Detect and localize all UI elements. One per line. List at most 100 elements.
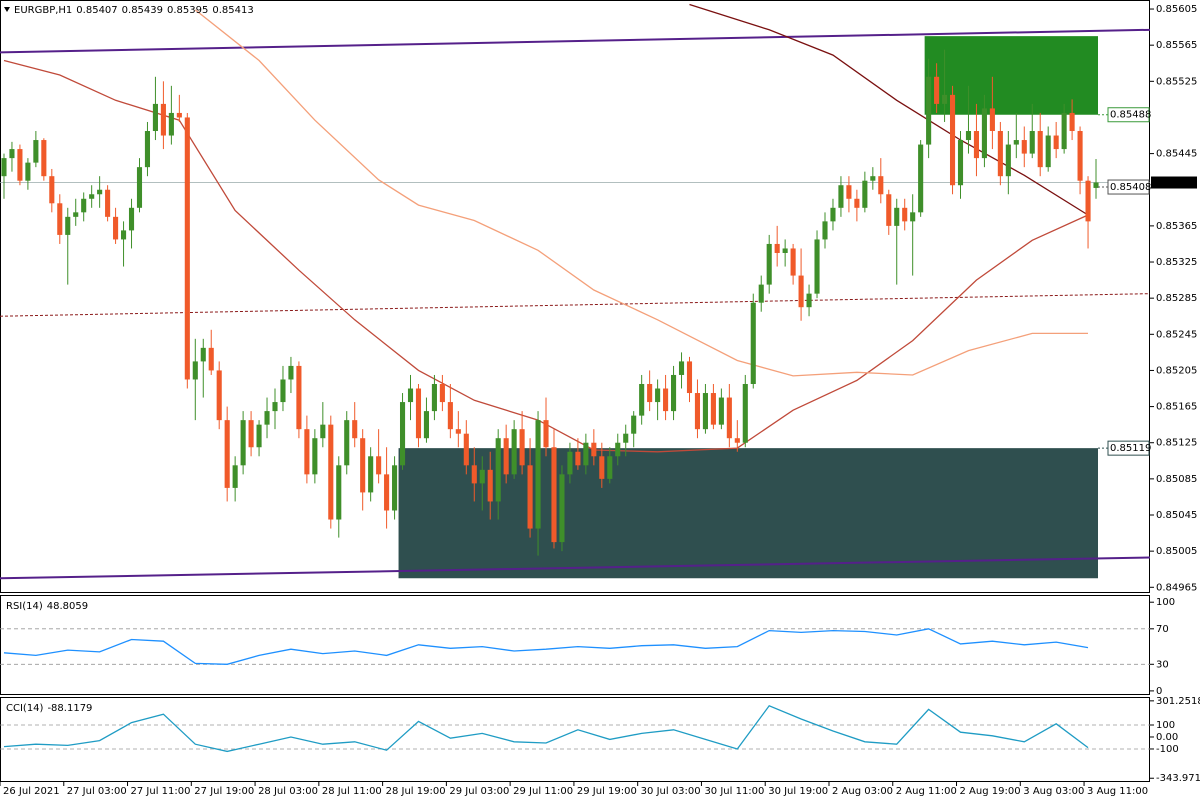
- y-tick-label: 0.85445: [1156, 149, 1197, 160]
- candle-body: [846, 185, 852, 199]
- candle-body: [1021, 140, 1027, 154]
- candle-body: [81, 198, 87, 213]
- candle-body: [798, 275, 804, 308]
- candle-body: [1077, 131, 1083, 181]
- x-tick-label: 27 Jul 03:00: [67, 786, 127, 797]
- candle-body: [949, 94, 956, 186]
- candle-body: [160, 103, 166, 136]
- candle-body: [455, 429, 461, 434]
- x-tick-label: 2 Aug 11:00: [896, 786, 957, 797]
- title-name: EURGBP,H1: [14, 5, 72, 16]
- candle-body: [384, 474, 390, 511]
- candle-body: [288, 365, 294, 380]
- candle-body: [128, 207, 135, 231]
- x-tick-label: 30 Jul 11:00: [704, 786, 764, 797]
- candle-body: [176, 112, 182, 118]
- candle-body: [710, 393, 716, 425]
- y-tick-label: 70: [1156, 624, 1169, 635]
- candle-body: [121, 230, 127, 240]
- candle-body: [671, 374, 677, 412]
- candle-body: [152, 103, 158, 132]
- panel-frames: [0, 0, 1150, 782]
- candle-body: [33, 140, 39, 163]
- candle-body: [479, 469, 485, 484]
- x-tick-label: 30 Jul 19:00: [768, 786, 828, 797]
- title-name: RSI(14): [6, 601, 43, 612]
- candle-body: [447, 402, 453, 430]
- candle-body: [320, 424, 326, 439]
- candle-body: [718, 397, 724, 425]
- candle-body: [89, 194, 95, 199]
- candle-body: [17, 149, 23, 181]
- x-tick-label: 2 Aug 19:00: [960, 786, 1021, 797]
- candle-body: [750, 302, 756, 384]
- candle-body: [240, 420, 246, 466]
- candle-body: [296, 365, 302, 430]
- y-tick-label: 0.00: [1156, 732, 1178, 743]
- zone-box: [398, 448, 1098, 579]
- candle-body: [822, 221, 828, 240]
- y-tick-label: 100: [1156, 720, 1175, 731]
- candle-body: [168, 112, 174, 136]
- candle-body: [368, 456, 374, 493]
- candle-body: [25, 162, 31, 181]
- cci-frame: [0, 697, 1150, 782]
- candle-body: [224, 420, 230, 488]
- panel-title: RSI(14) 48.8059: [6, 601, 88, 612]
- candle-body: [519, 429, 525, 466]
- candle-body: [655, 388, 661, 403]
- candle-body: [360, 438, 366, 493]
- x-tick-label: 28 Jul 03:00: [258, 786, 318, 797]
- candle-body: [790, 248, 796, 276]
- candle-body: [981, 108, 987, 159]
- y-tick-label: 0.84965: [1156, 582, 1197, 593]
- candle-body: [1093, 182, 1099, 188]
- candle-body: [838, 185, 844, 208]
- collapse-icon[interactable]: [4, 7, 10, 12]
- level-label: 0.85408: [1110, 182, 1151, 193]
- candle-body: [184, 117, 190, 380]
- candle-body: [352, 420, 358, 439]
- candle-body: [264, 411, 270, 425]
- candle-body: [280, 379, 286, 403]
- y-tick-label: -100: [1156, 744, 1179, 755]
- candle-body: [957, 140, 964, 186]
- candle-body: [575, 451, 581, 466]
- candle-body: [200, 347, 206, 362]
- candle-body: [1069, 112, 1075, 132]
- candle-body: [997, 131, 1003, 177]
- y-tick-label: 0.85365: [1156, 221, 1197, 232]
- candle-body: [471, 465, 477, 484]
- candle-body: [1, 158, 7, 177]
- level-label: 0.85119: [1110, 443, 1151, 454]
- candle-body: [694, 393, 701, 430]
- candle-body: [256, 424, 262, 448]
- candle-body: [551, 447, 557, 543]
- y-tick-label: 0.85565: [1156, 40, 1197, 51]
- candle-body: [57, 203, 63, 235]
- candle-body: [487, 469, 493, 502]
- candle-body: [328, 424, 334, 520]
- candle-body: [758, 284, 764, 303]
- candle-body: [615, 442, 621, 457]
- candle-body: [144, 131, 151, 168]
- candle-body: [543, 420, 549, 448]
- candle-body: [567, 451, 573, 475]
- candle-body: [559, 474, 565, 543]
- candle-body: [774, 243, 780, 253]
- y-tick-label: 0.85045: [1156, 510, 1197, 521]
- trend-line: [0, 293, 1151, 317]
- candle-body: [527, 465, 533, 529]
- candle-body: [814, 239, 820, 294]
- candle-body: [973, 131, 979, 159]
- panel-title: CCI(14) -88.1179: [6, 703, 92, 714]
- candle-body: [495, 438, 501, 502]
- candle-body: [639, 383, 645, 416]
- indicator-line: [194, 9, 1088, 377]
- title-value: 0.85395: [167, 5, 208, 16]
- candle-body: [1013, 140, 1019, 145]
- trend-line: [0, 556, 1151, 580]
- candle-body: [878, 176, 884, 195]
- candle-body: [248, 420, 254, 448]
- candle-body: [272, 402, 278, 412]
